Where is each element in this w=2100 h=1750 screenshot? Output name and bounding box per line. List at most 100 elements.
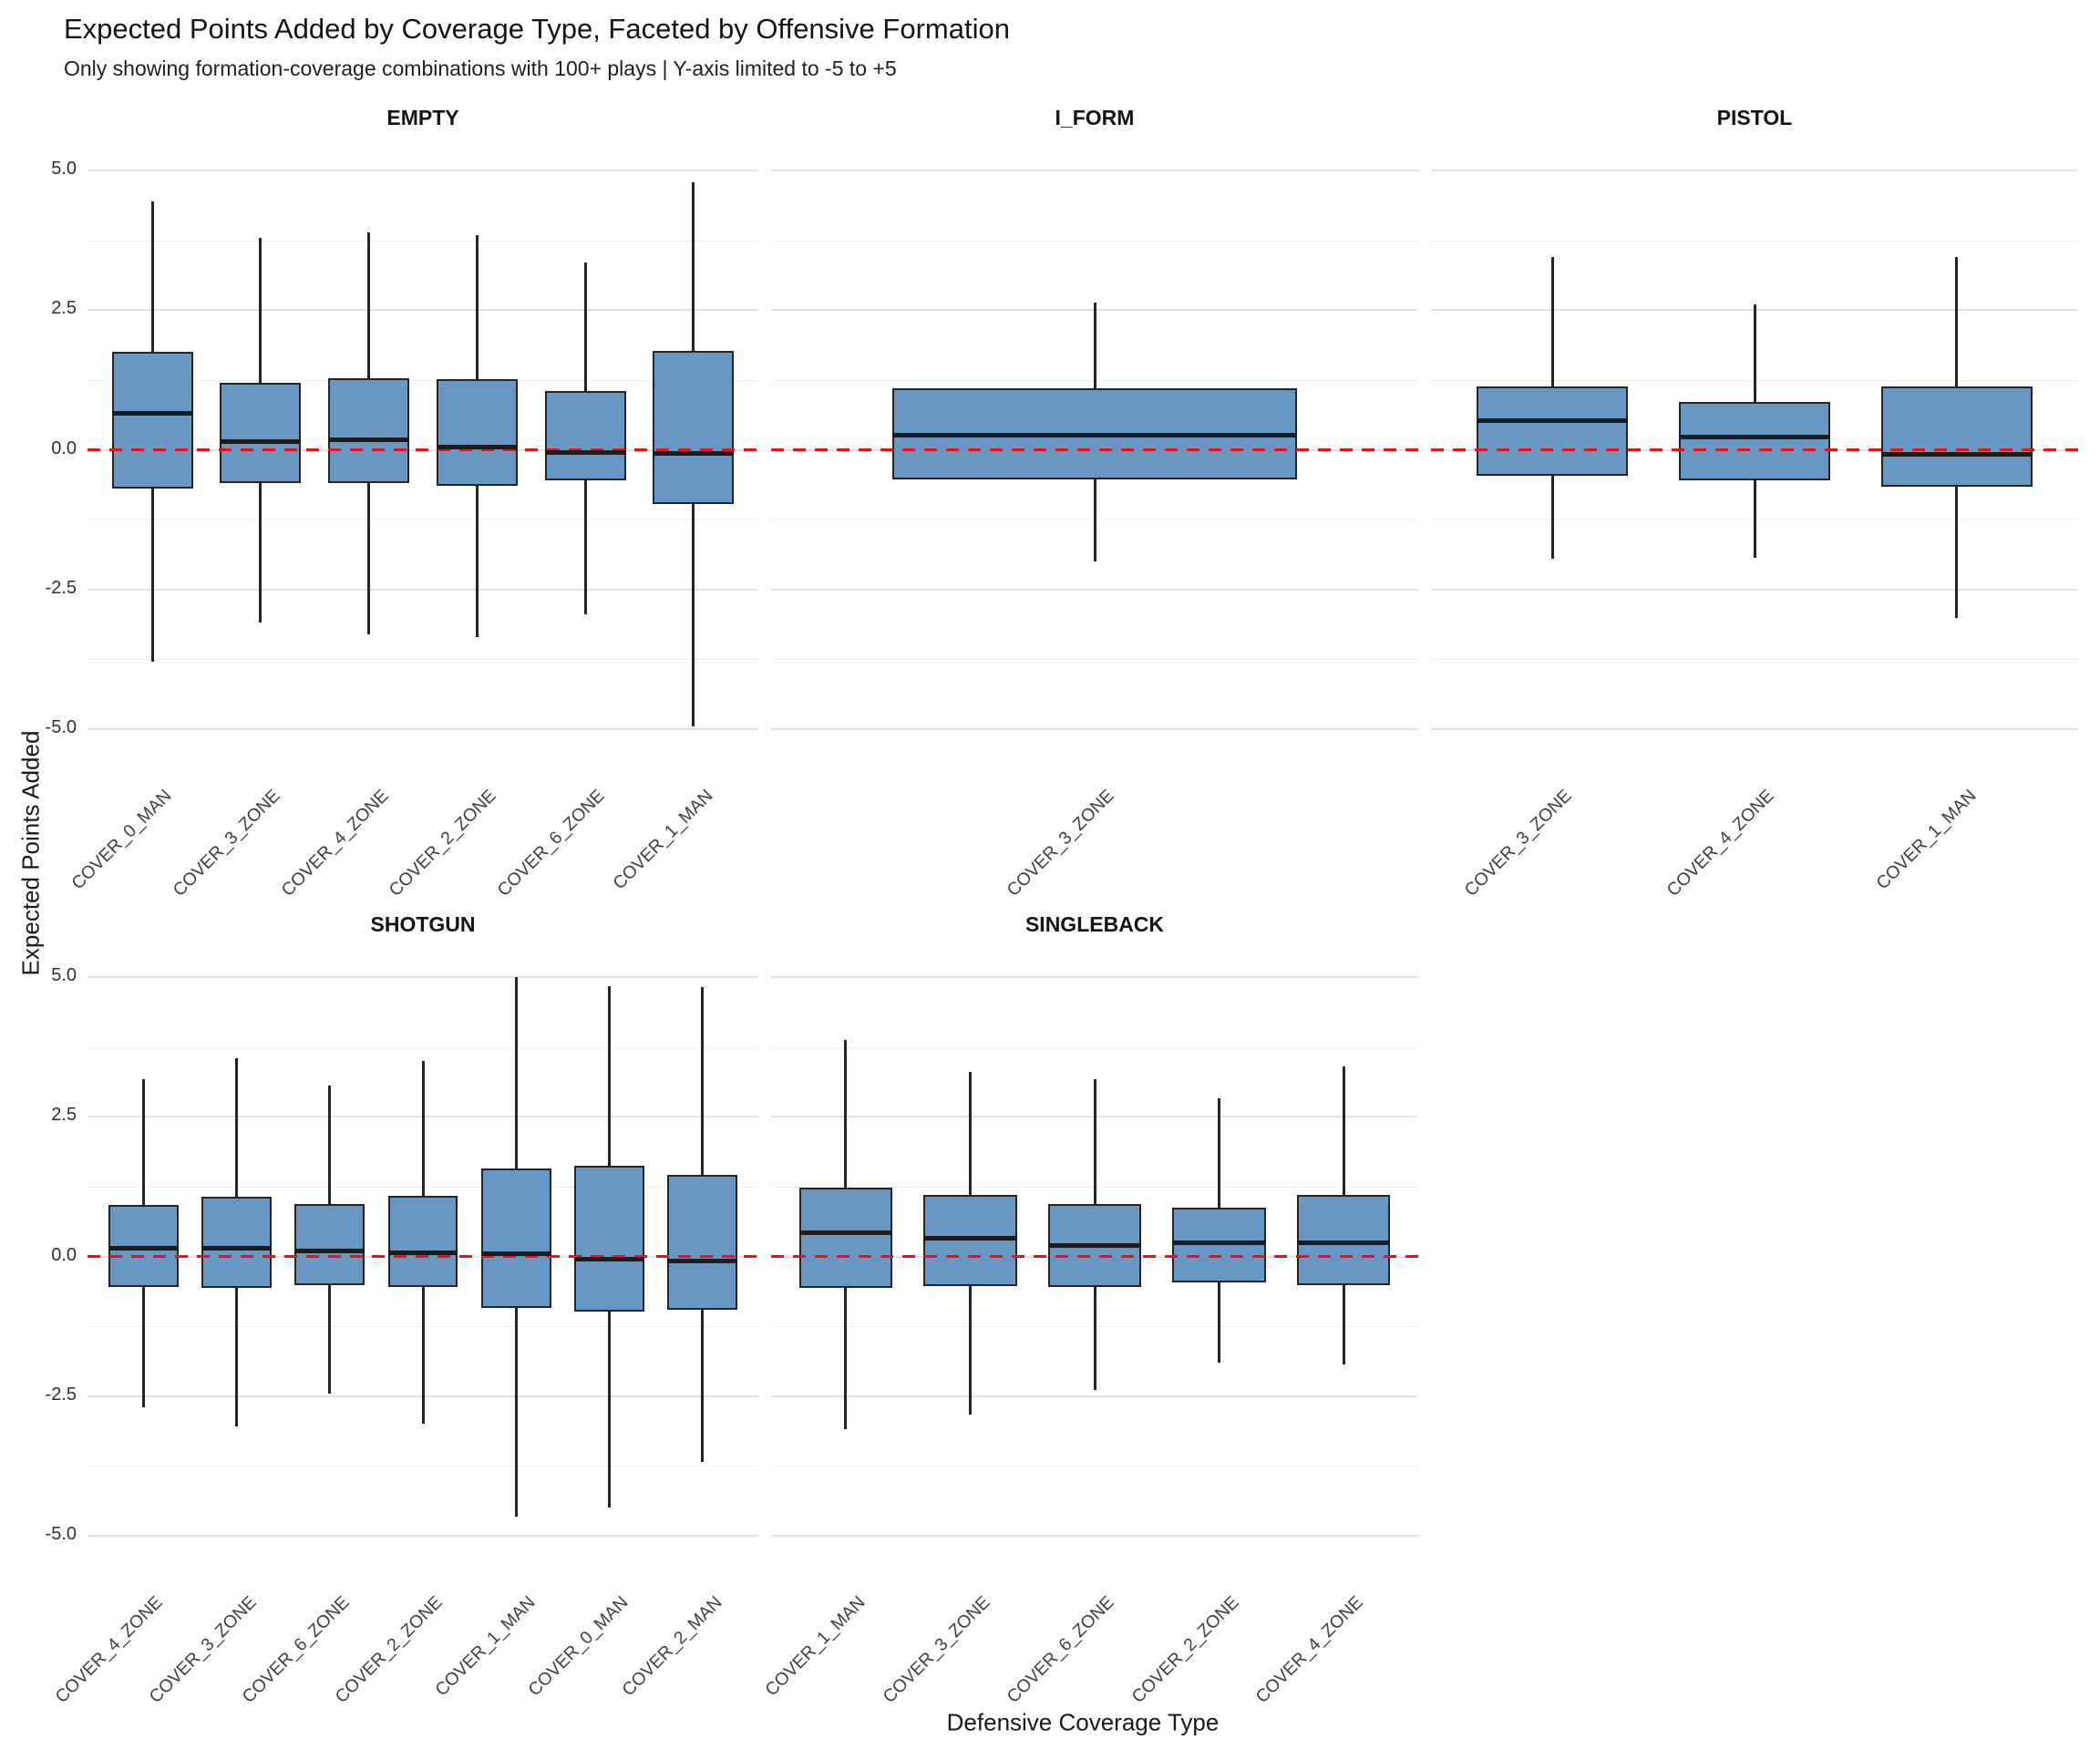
boxplot-box bbox=[1678, 402, 1831, 481]
facet-strip-label: EMPTY bbox=[386, 106, 459, 129]
zero-reference-line bbox=[1431, 448, 2078, 451]
facet-panel bbox=[771, 963, 1418, 1549]
x-tick-label-text: COVER_3_ZONE bbox=[1003, 786, 1118, 901]
gridline-major bbox=[771, 1395, 1418, 1397]
boxplot-box bbox=[574, 1166, 644, 1312]
chart-subtitle: Only showing formation-coverage combinat… bbox=[64, 57, 897, 80]
gridline-major bbox=[88, 727, 758, 730]
x-tick-label: COVER_2_ZONE bbox=[1086, 1592, 1242, 1707]
gridline-major bbox=[88, 170, 758, 172]
boxplot-box bbox=[798, 1187, 893, 1288]
y-tick-label: -2.5 bbox=[45, 577, 77, 598]
boxplot-median bbox=[1172, 1240, 1266, 1245]
x-tick-label: COVER_1_MAN bbox=[1834, 786, 1980, 893]
boxplot-median bbox=[328, 438, 410, 442]
x-tick-label: COVER_4_ZONE bbox=[1621, 786, 1778, 901]
boxplot-box bbox=[480, 1168, 551, 1309]
boxplot-box bbox=[111, 352, 193, 489]
boxplot-median bbox=[653, 450, 735, 456]
boxplot-median bbox=[108, 1245, 179, 1251]
x-tick-label: COVER_1_MAN bbox=[723, 1592, 869, 1700]
boxplot-median bbox=[667, 1258, 737, 1263]
x-tick-label-text: COVER_2_MAN bbox=[618, 1592, 726, 1701]
x-tick-label-text: COVER_4_ZONE bbox=[1251, 1592, 1367, 1707]
boxplot-median bbox=[480, 1251, 551, 1256]
y-tick-label: -5.0 bbox=[45, 1523, 77, 1544]
zero-reference-line bbox=[88, 1255, 758, 1258]
gridline-minor bbox=[88, 659, 758, 661]
boxplot-median bbox=[544, 450, 626, 456]
gridline-major bbox=[1431, 588, 2078, 591]
zero-reference-line bbox=[771, 448, 1418, 451]
x-tick-label: COVER_3_ZONE bbox=[1419, 786, 1576, 901]
boxplot-box bbox=[1880, 386, 2033, 488]
x-tick-label: COVER_3_ZONE bbox=[962, 786, 1118, 901]
boxplot-median bbox=[1678, 434, 1831, 439]
x-tick-label-text: COVER_1_MAN bbox=[1872, 786, 1981, 894]
boxplot-median bbox=[294, 1248, 365, 1253]
gridline-minor bbox=[771, 1466, 1418, 1467]
gridline-minor bbox=[1431, 240, 2078, 242]
gridline-major bbox=[88, 976, 758, 979]
boxplot-box bbox=[328, 378, 410, 484]
zero-reference-line bbox=[771, 1255, 1418, 1258]
x-axis-title: Defensive Coverage Type bbox=[946, 1708, 1220, 1736]
gridline-minor bbox=[771, 1046, 1418, 1048]
gridline-major bbox=[771, 727, 1418, 730]
boxplot-median bbox=[923, 1236, 1017, 1241]
boxplot-box bbox=[220, 383, 302, 484]
facet-strip-label: SHOTGUN bbox=[370, 912, 476, 936]
gridline-minor bbox=[771, 659, 1418, 661]
gridline-major bbox=[88, 309, 758, 312]
boxplot-median bbox=[111, 411, 193, 417]
gridline-minor bbox=[88, 240, 758, 242]
x-tick-label-text: COVER_3_ZONE bbox=[1460, 786, 1576, 901]
gridline-minor bbox=[88, 1466, 758, 1467]
facet-panel bbox=[88, 963, 758, 1549]
y-tick-label: -5.0 bbox=[45, 716, 77, 737]
y-tick-label: 5.0 bbox=[51, 159, 77, 180]
x-tick-label: COVER_3_ZONE bbox=[837, 1592, 993, 1707]
boxplot-box bbox=[201, 1197, 272, 1289]
x-tick-label-text: COVER_4_ZONE bbox=[1662, 786, 1778, 901]
facet-panel bbox=[771, 157, 1418, 743]
boxplot-median bbox=[387, 1251, 458, 1256]
x-tick-label-text: COVER_1_MAN bbox=[609, 786, 717, 894]
x-tick-label: COVER_1_MAN bbox=[571, 786, 716, 893]
gridline-major bbox=[1431, 727, 2078, 730]
gridline-major bbox=[771, 1534, 1418, 1537]
boxplot-box bbox=[436, 379, 518, 487]
y-tick-label: -2.5 bbox=[45, 1384, 77, 1405]
y-axis-title: Expected Points Added bbox=[16, 730, 45, 976]
boxplot-box bbox=[108, 1204, 179, 1287]
gridline-major bbox=[771, 588, 1418, 591]
y-tick-label: 2.5 bbox=[51, 1105, 77, 1126]
boxplot-median bbox=[201, 1245, 272, 1251]
gridline-minor bbox=[88, 1046, 758, 1048]
chart-title: Expected Points Added by Coverage Type, … bbox=[64, 13, 1010, 45]
gridline-major bbox=[1431, 170, 2078, 172]
gridline-major bbox=[771, 170, 1418, 172]
boxplot-median bbox=[892, 432, 1297, 438]
gridline-major bbox=[88, 588, 758, 591]
boxplot-median bbox=[1880, 451, 2033, 457]
boxplot-box bbox=[1296, 1194, 1391, 1285]
boxplot-median bbox=[1296, 1240, 1391, 1245]
boxplot-box bbox=[387, 1196, 458, 1288]
gridline-major bbox=[88, 1534, 758, 1537]
x-tick-label: COVER_4_ZONE bbox=[1210, 1592, 1367, 1707]
y-tick-label: 0.0 bbox=[51, 1244, 77, 1265]
gridline-minor bbox=[771, 240, 1418, 242]
facet-strip-label: I_FORM bbox=[1055, 106, 1135, 129]
boxplot-median bbox=[1047, 1242, 1142, 1248]
zero-reference-line bbox=[88, 448, 758, 451]
y-tick-label: 0.0 bbox=[51, 438, 77, 458]
boxplot-box bbox=[544, 391, 626, 481]
x-tick-label: COVER_2_MAN bbox=[579, 1592, 726, 1700]
boxplot-median bbox=[574, 1257, 644, 1262]
boxplot-box bbox=[667, 1175, 737, 1311]
y-tick-label: 5.0 bbox=[51, 965, 77, 986]
gridline-major bbox=[771, 976, 1418, 979]
y-tick-label: 2.5 bbox=[51, 298, 77, 319]
